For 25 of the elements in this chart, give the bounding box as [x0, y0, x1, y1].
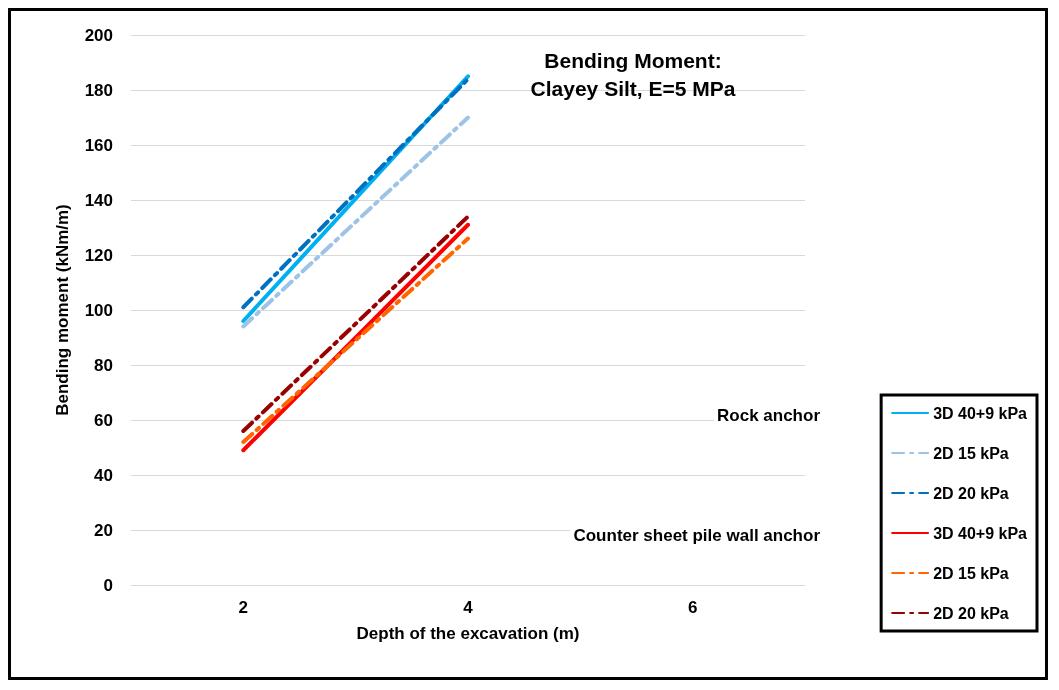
y-tick-label: 180	[84, 80, 113, 100]
y-tick-label: 20	[94, 520, 113, 540]
annotation: Counter sheet pile wall anchor	[573, 526, 821, 545]
text: Bending Moment: Clayey Silt, E=5 MPa	[530, 48, 736, 100]
y-tick-label: 120	[84, 245, 113, 265]
y-axis-title: Bending moment (kNm/m)	[53, 204, 72, 416]
y-tick-label: 160	[84, 135, 113, 155]
y-tick-label: 0	[103, 575, 113, 595]
legend-label: 2D 20 kPa	[933, 604, 1009, 622]
x-tick-label: 4	[463, 598, 474, 617]
annotation: Rock anchor	[717, 406, 821, 425]
y-tick-label: 40	[94, 465, 113, 485]
y-tick-label: 100	[84, 300, 113, 320]
x-tick-label: 2	[238, 598, 249, 617]
y-tick-label: 60	[94, 410, 113, 430]
legend-label: 2D 20 kPa	[933, 484, 1009, 502]
legend-label: 3D 40+9 kPa	[933, 524, 1028, 542]
legend-label: 2D 15 kPa	[933, 444, 1009, 462]
y-tick-label: 80	[94, 355, 113, 375]
x-tick-label: 6	[687, 598, 698, 617]
x-axis-title: Depth of the excavation (m)	[356, 624, 580, 643]
legend-label: 2D 15 kPa	[933, 564, 1009, 582]
y-tick-label: 140	[84, 190, 113, 210]
legend-label: 3D 40+9 kPa	[933, 404, 1028, 422]
y-tick-label: 200	[84, 25, 113, 45]
